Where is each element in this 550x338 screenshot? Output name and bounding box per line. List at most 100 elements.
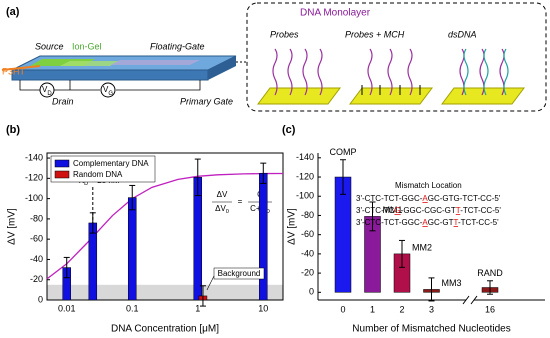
legend-swatch: [54, 170, 70, 179]
ion-gel: [60, 61, 120, 66]
eq-rhs-den-sub: D: [266, 209, 270, 215]
background-label-box: [213, 267, 265, 280]
panel-label: (b): [6, 124, 20, 136]
y-tick-label: -40: [30, 254, 43, 264]
y-tick-label: -120: [296, 171, 314, 181]
x-tick-label: 2: [399, 304, 404, 314]
bar: [88, 222, 98, 301]
mismatch-base: T: [456, 206, 461, 215]
y-tick-label: -80: [30, 213, 43, 223]
panel-label: (a): [6, 6, 20, 18]
y-tick-label: -120: [25, 173, 43, 183]
p3ht-pointer: [1, 65, 41, 71]
vd-source: [39, 82, 55, 98]
stage-label: dsDNA: [448, 29, 477, 39]
legend-label: Complementary DNA: [73, 159, 149, 168]
device-side: [208, 56, 236, 80]
kd-label-sub: D: [84, 181, 88, 187]
bar: [127, 197, 137, 301]
y-tick-label: -60: [301, 229, 314, 239]
plot-frame: [46, 152, 284, 301]
mismatch-base: G: [394, 206, 400, 215]
legend-label: Random DNA: [73, 170, 123, 179]
error-bar: [487, 280, 493, 295]
bar-label: MM1: [383, 205, 403, 215]
error-bar: [194, 158, 201, 197]
x-axis-label: DNA Concentration [μM]: [111, 324, 219, 335]
sequence-part: 3'-CTC-TCT-GGC-: [356, 194, 423, 203]
eq-rhs-den: C+KD: [250, 204, 270, 215]
x-axis-label: Number of Mismatched Nucleotides: [352, 324, 510, 335]
p3ht-label: P3HT: [2, 66, 26, 76]
x-tick-label: 10: [258, 303, 268, 313]
y-tick-label: -20: [30, 274, 43, 284]
drain-label: Drain: [52, 96, 74, 106]
fit-curve: [46, 172, 284, 280]
sequence: 3'-CTC-TCT-GGC-AGC-GTT-TCT-CC-5': [356, 218, 499, 227]
sequence-part: GC-GTG-TCT-CC-5': [428, 194, 501, 203]
y-tick-label: 0: [38, 294, 43, 304]
y-tick-label: -140: [296, 152, 314, 162]
wires: [19, 80, 201, 91]
sequence-part: 3'-CTC-TC: [356, 206, 395, 215]
error-bar: [63, 256, 70, 279]
eq-lhs-num: ΔV: [217, 190, 228, 199]
x-tick-label: 0: [340, 304, 345, 314]
error-bar: [369, 201, 376, 232]
device-front: [11, 69, 209, 81]
stage-label: Probes: [270, 29, 299, 39]
panel-label: (c): [282, 124, 296, 136]
sequence-part: GC-GT: [428, 218, 454, 227]
x-tick-label: 1: [370, 304, 375, 314]
error-bar: [129, 184, 136, 211]
mismatch-base: T: [454, 218, 459, 227]
vd-main: V: [42, 85, 48, 94]
y-axis-label: ΔV [mV]: [7, 208, 18, 245]
gold-plate: [441, 87, 525, 105]
mismatch-base: A: [422, 194, 428, 203]
background-label: Background: [218, 269, 261, 278]
y-tick-label: -100: [296, 191, 314, 201]
bar-label: COMP: [330, 147, 357, 157]
error-bar: [260, 162, 267, 184]
ds-strand: [463, 48, 509, 96]
x-tick-label: 3: [429, 304, 434, 314]
vg-main: V: [103, 85, 109, 94]
y-tick-label: -100: [25, 193, 43, 203]
sequence: 3'-CTC-TCT-GGC-AGC-GTG-TCT-CC-5': [356, 194, 501, 203]
error-bar: [428, 277, 435, 302]
x-tick-label: 16: [485, 304, 495, 314]
ion-gel-label: Ion-Gel: [72, 41, 102, 51]
floating-gate: [110, 60, 200, 65]
mch: [361, 85, 421, 95]
vd-sub: D: [47, 91, 52, 97]
sequence-part: -TCT-CC-5': [460, 206, 501, 215]
y-tick-label: -60: [30, 234, 43, 244]
axis-break: [462, 295, 478, 305]
gold-plate: [257, 87, 341, 105]
x-tick-label: 1: [195, 303, 200, 313]
probe-strands: [272, 48, 413, 96]
bar: [259, 173, 268, 301]
vg-source: [100, 82, 116, 98]
mismatch-base: A: [422, 218, 428, 227]
monolayer-box: [246, 2, 547, 112]
error-bar: [89, 212, 96, 234]
eq-lhs-den-main: ΔV: [215, 204, 226, 213]
monolayer-title: DNA Monolayer: [300, 8, 371, 19]
vg-label: VG: [103, 85, 113, 96]
bar-label: MM2: [412, 242, 432, 252]
error-bar: [340, 159, 346, 195]
y-axis-label: ΔV [mV]: [287, 208, 298, 245]
y-tick-label: -20: [301, 267, 314, 277]
error-bar: [399, 239, 405, 268]
bar-label: RAND: [477, 268, 503, 278]
error-bar: [199, 285, 206, 307]
sequence-part: -TCT-CC-5': [458, 218, 499, 227]
stage-label: Probes + MCH: [345, 29, 405, 39]
x-tick-label: 0.1: [126, 303, 139, 313]
primary-gate-label: Primary Gate: [180, 96, 233, 106]
x-tick-label: 0.01: [58, 303, 76, 313]
